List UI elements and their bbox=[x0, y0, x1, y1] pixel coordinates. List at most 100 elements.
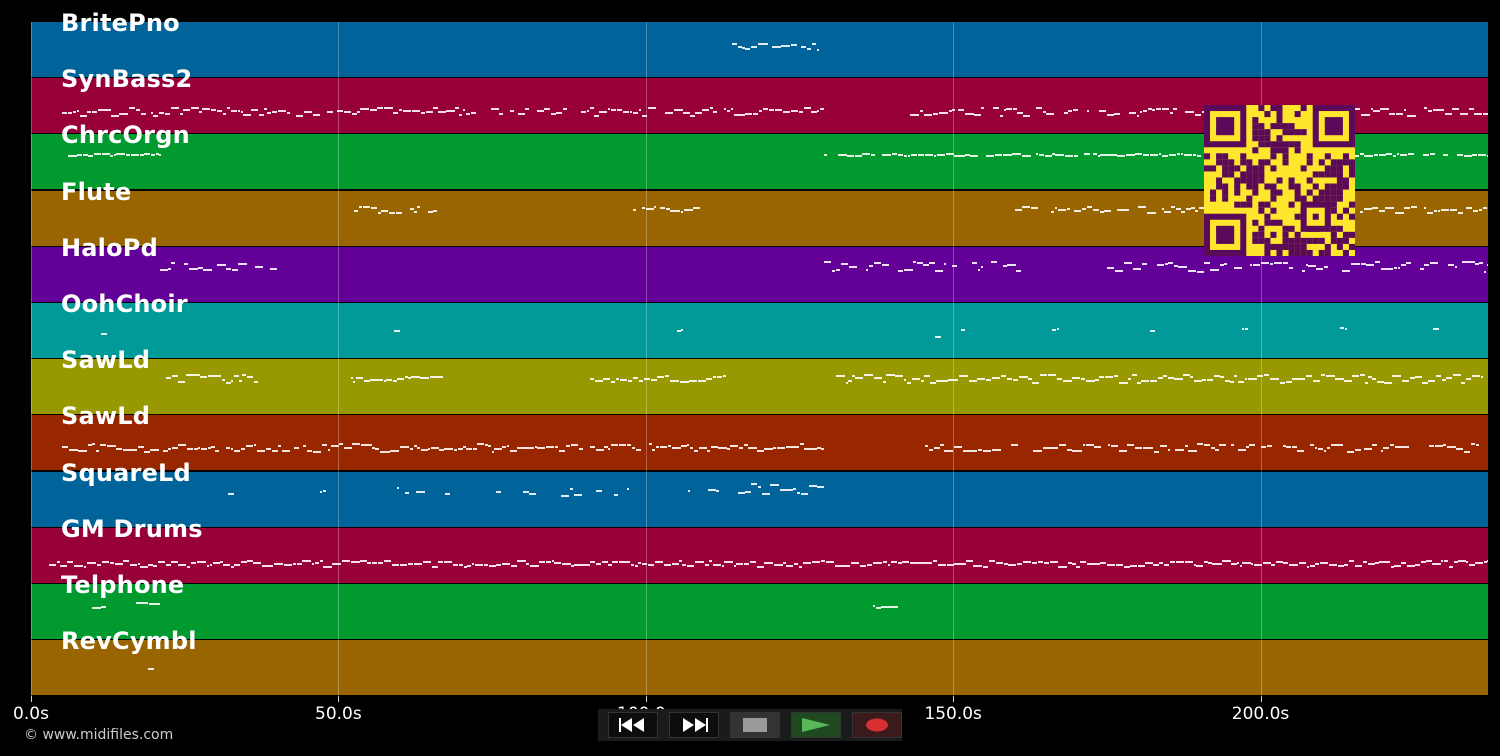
midi-note bbox=[920, 380, 924, 383]
midi-note bbox=[411, 110, 420, 113]
midi-note bbox=[659, 446, 668, 449]
midi-note bbox=[659, 206, 666, 209]
midi-note bbox=[1149, 380, 1158, 383]
midi-note bbox=[1448, 565, 1454, 568]
midi-note bbox=[1251, 562, 1254, 565]
midi-note bbox=[1081, 207, 1086, 210]
midi-note bbox=[216, 263, 226, 266]
midi-note bbox=[1461, 382, 1466, 385]
midi-note bbox=[1173, 108, 1178, 111]
midi-note bbox=[727, 448, 730, 451]
midi-note bbox=[323, 565, 332, 568]
midi-note bbox=[1291, 446, 1297, 449]
midi-note bbox=[239, 380, 242, 383]
midi-note bbox=[697, 380, 706, 383]
midi-note bbox=[1210, 268, 1219, 271]
midi-note bbox=[140, 565, 148, 568]
midi-note bbox=[870, 154, 876, 157]
midi-note bbox=[1390, 444, 1395, 447]
midi-note bbox=[607, 108, 611, 111]
midi-note bbox=[643, 378, 651, 381]
track-lane bbox=[31, 471, 1488, 527]
midi-note bbox=[595, 449, 604, 452]
midi-note bbox=[1016, 269, 1022, 272]
midi-note bbox=[1419, 267, 1424, 270]
midi-note bbox=[1074, 209, 1082, 212]
midi-note bbox=[873, 261, 882, 264]
midi-note bbox=[1100, 561, 1107, 564]
midi-note bbox=[709, 107, 713, 110]
midi-note bbox=[1266, 445, 1273, 448]
midi-note bbox=[1442, 154, 1449, 157]
midi-note bbox=[306, 450, 313, 453]
midi-note bbox=[790, 44, 797, 46]
stop-button[interactable] bbox=[730, 712, 780, 738]
midi-note bbox=[168, 267, 171, 270]
midi-note bbox=[1012, 379, 1019, 382]
midi-note bbox=[546, 446, 554, 449]
midi-note bbox=[396, 486, 399, 489]
midi-note bbox=[1104, 209, 1112, 212]
midi-note bbox=[751, 482, 758, 485]
midi-note bbox=[721, 564, 724, 567]
midi-note bbox=[773, 447, 777, 450]
midi-note bbox=[92, 443, 96, 446]
midi-note bbox=[377, 107, 384, 110]
midi-note bbox=[453, 449, 457, 452]
midi-note bbox=[570, 444, 579, 447]
midi-note bbox=[897, 561, 902, 564]
tick-mark bbox=[338, 696, 340, 702]
midi-note bbox=[1125, 154, 1135, 157]
midi-note bbox=[1286, 446, 1292, 449]
midi-note bbox=[1164, 210, 1171, 213]
midi-note bbox=[630, 563, 634, 566]
midi-note bbox=[1429, 153, 1435, 156]
midi-note bbox=[1389, 267, 1394, 270]
midi-note bbox=[840, 262, 849, 265]
midi-note bbox=[886, 374, 895, 377]
midi-note bbox=[1432, 109, 1441, 112]
midi-note bbox=[240, 111, 243, 114]
midi-note bbox=[327, 449, 331, 452]
midi-note bbox=[817, 485, 825, 488]
midi-note bbox=[1224, 262, 1227, 265]
midi-note bbox=[1128, 378, 1132, 381]
midi-note bbox=[212, 375, 222, 378]
midi-note bbox=[183, 262, 189, 265]
midi-note bbox=[831, 269, 835, 272]
play-button[interactable] bbox=[791, 712, 841, 738]
midi-note bbox=[991, 449, 1001, 452]
midi-note bbox=[140, 113, 146, 116]
midi-note bbox=[954, 155, 958, 158]
midi-note bbox=[665, 112, 674, 115]
midi-note bbox=[529, 492, 537, 495]
midi-note bbox=[264, 108, 267, 111]
midi-note bbox=[851, 561, 859, 564]
midi-note bbox=[1441, 379, 1446, 382]
play-icon bbox=[802, 718, 830, 732]
midi-note bbox=[82, 154, 88, 157]
midi-note bbox=[67, 112, 73, 115]
midi-note bbox=[256, 450, 265, 453]
midi-note bbox=[903, 379, 907, 382]
midi-note bbox=[679, 559, 682, 562]
midi-note bbox=[554, 446, 559, 449]
midi-note bbox=[1222, 559, 1231, 562]
record-button[interactable] bbox=[852, 712, 902, 738]
midi-note bbox=[458, 563, 464, 566]
midi-note bbox=[144, 451, 150, 454]
midi-note bbox=[1432, 562, 1441, 565]
midi-note bbox=[155, 153, 159, 156]
midi-note bbox=[1193, 380, 1202, 383]
midi-note bbox=[629, 111, 633, 114]
midi-note bbox=[1149, 154, 1159, 157]
midi-note bbox=[683, 112, 690, 115]
midi-note bbox=[494, 448, 498, 451]
rewind-button[interactable] bbox=[608, 712, 658, 738]
midi-note bbox=[745, 48, 751, 50]
midi-note bbox=[811, 43, 817, 45]
fast-forward-button[interactable] bbox=[669, 712, 719, 738]
midi-note bbox=[1359, 210, 1363, 213]
midi-note bbox=[525, 108, 530, 111]
midi-note bbox=[439, 449, 444, 452]
